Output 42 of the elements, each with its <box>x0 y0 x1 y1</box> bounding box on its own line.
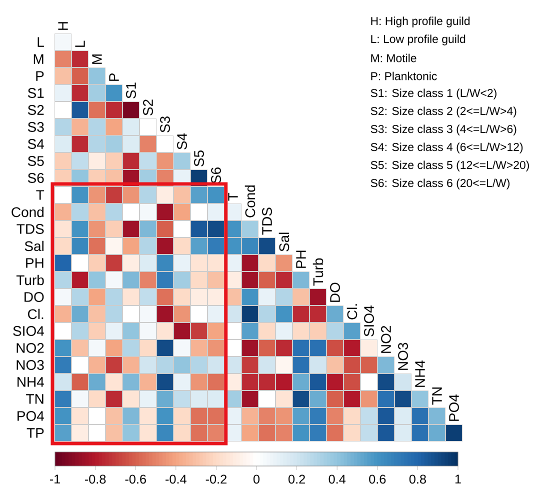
x-tick-label: Turb <box>312 258 324 286</box>
y-tick-label: S6 <box>28 173 44 183</box>
annotation: L: Low profile guild <box>371 34 466 46</box>
color-bar-label: 0.6 <box>369 474 386 484</box>
x-tick-label: SIO4 <box>364 306 374 336</box>
annotation: S5: Size class 5 (12<=L/W>20) <box>370 160 529 172</box>
color-bar-label: -0.2 <box>206 474 226 484</box>
annotation: S6: Size class 6 (20<=L/W) <box>370 178 510 190</box>
text: H: High profile guild <box>371 16 470 28</box>
color-bar-label: 1 <box>455 474 461 484</box>
y-tick-label: P <box>36 71 44 81</box>
y-tick-label: S1 <box>28 88 44 98</box>
annotation: S3: Size class 3 (4<=L/W>6) <box>370 124 516 136</box>
y-tick-label: S4 <box>28 139 44 149</box>
color-bar-label: -0.4 <box>166 474 186 484</box>
annotation: M: Motile <box>371 54 416 62</box>
y-tick-label: S3 <box>28 122 44 132</box>
y-tick-label: TDS <box>16 224 44 234</box>
y-tick-label: PO4 <box>18 411 44 421</box>
color-bar-label: 0.2 <box>288 474 305 484</box>
x-tick-label: H <box>58 22 68 30</box>
color-bar-label: 0.8 <box>409 474 426 484</box>
y-tick-label: S2 <box>28 105 44 115</box>
y-tick-label: NH4 <box>18 377 44 387</box>
annotation: S4: Size class 4 (6<=L/W>12) <box>370 142 523 154</box>
y-tick-label: L <box>38 37 44 47</box>
x-tick-label: Cond <box>244 185 256 218</box>
color-bar-label: 0 <box>253 474 260 484</box>
y-tick-label: S5 <box>28 156 44 166</box>
y-tick-label: TP <box>26 428 44 438</box>
y-tick-label: DO <box>24 292 44 302</box>
annotation: S1: Size class 1 (L/W<2) <box>370 88 496 100</box>
color-bar-label: -0.8 <box>84 474 106 484</box>
color-bar-label: -1 <box>50 474 60 484</box>
color-bar-label: -0.6 <box>125 474 146 484</box>
x-tick-label: TDS <box>262 208 272 235</box>
annotation: S2: Size class 2 (2<=L/W>4) <box>370 106 516 118</box>
y-tick-label: Turb <box>16 274 44 286</box>
color-bar-label: 0.4 <box>328 474 346 484</box>
annotation: P: Planktonic <box>371 72 437 80</box>
y-tick-label: M <box>34 54 44 64</box>
y-tick-label: Sal <box>24 240 44 252</box>
